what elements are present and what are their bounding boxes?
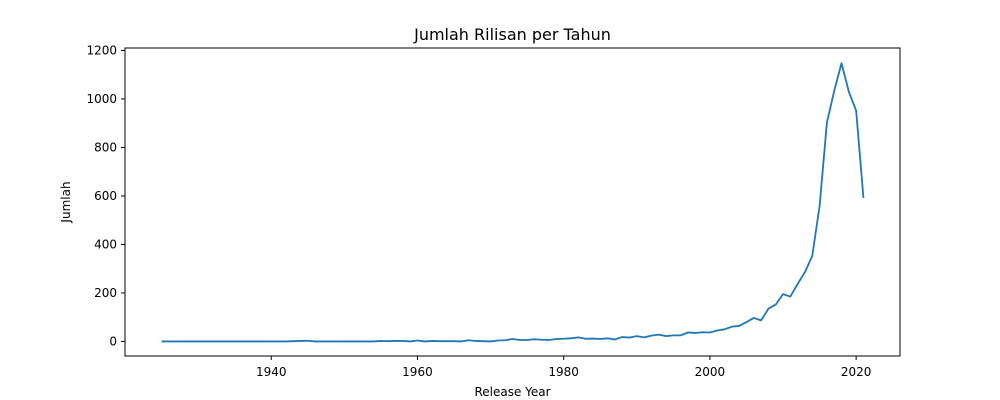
plot-frame <box>124 47 901 357</box>
y-axis-label: Jumlah <box>59 181 73 223</box>
y-tick-label: 0 <box>109 334 117 348</box>
y-tick-label: 600 <box>94 189 117 203</box>
x-tick-label: 1980 <box>548 365 579 379</box>
plot-area: 1940 1960 1980 2000 2020 0 200 400 600 800 1000 12… <box>86 43 901 379</box>
chart-title: Jumlah Rilisan per Tahun <box>413 25 611 44</box>
x-tick-label: 1960 <box>402 365 433 379</box>
x-axis-label: Release Year <box>474 385 550 399</box>
x-axis: 1940 1960 1980 2000 2020 <box>256 356 871 379</box>
x-tick-label: 1940 <box>256 365 287 379</box>
x-tick-label: 2020 <box>841 365 872 379</box>
y-tick-label: 800 <box>94 140 117 154</box>
x-tick-label: 2000 <box>695 365 726 379</box>
series-line <box>161 62 865 343</box>
y-axis: 0 200 400 600 800 1000 1200 <box>86 43 125 348</box>
y-tick-label: 200 <box>94 286 117 300</box>
y-tick-label: 400 <box>94 237 117 251</box>
y-tick-label: 1200 <box>86 43 117 57</box>
y-tick-label: 1000 <box>86 92 117 106</box>
series-layer <box>161 62 865 343</box>
